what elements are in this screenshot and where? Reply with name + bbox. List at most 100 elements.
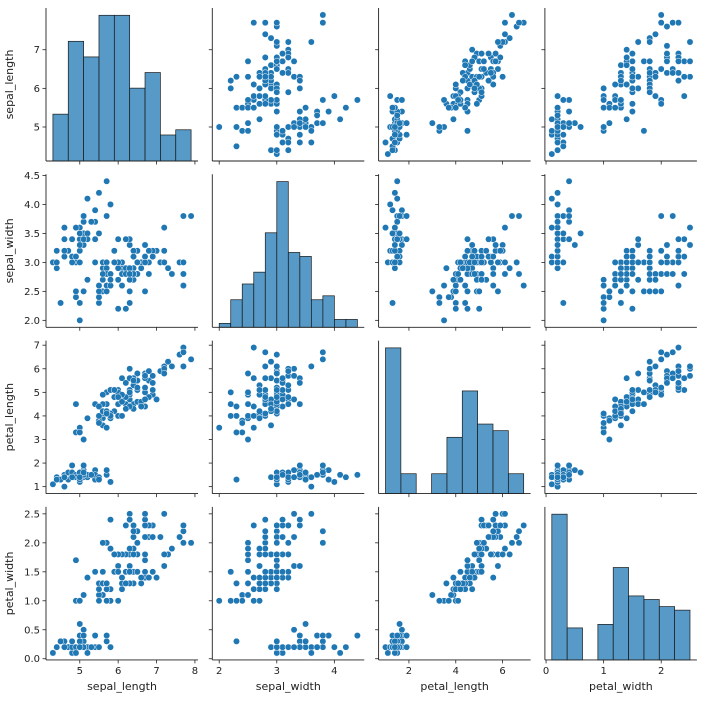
scatter-point xyxy=(651,276,659,284)
scatter-point xyxy=(600,419,608,427)
scatter-point xyxy=(256,579,263,587)
scatter-point xyxy=(68,258,76,266)
y-tick-label: 3.0 xyxy=(24,258,40,269)
scatter-point xyxy=(118,585,126,593)
scatter-point xyxy=(273,393,281,401)
panel: 1 2 3 4 5 6 7 xyxy=(34,340,198,498)
scatter-point xyxy=(307,473,315,481)
scatter-point xyxy=(60,247,68,255)
scatter-point xyxy=(279,395,286,403)
scatter-point xyxy=(457,258,464,266)
scatter-point xyxy=(494,65,502,73)
scatter-point xyxy=(107,282,114,290)
scatter-point xyxy=(646,270,654,278)
scatter-point xyxy=(313,632,321,640)
scatter-point xyxy=(577,469,585,476)
scatter-point xyxy=(84,195,91,203)
scatter-point xyxy=(284,400,292,408)
scatter-point xyxy=(454,96,462,104)
scatter-point xyxy=(76,428,84,436)
scatter-point xyxy=(330,478,338,486)
scatter-point xyxy=(548,195,556,203)
scatter-point xyxy=(464,127,471,135)
scatter-point xyxy=(233,142,240,150)
scatter-point xyxy=(554,235,562,243)
scatter-point xyxy=(273,108,281,115)
scatter-point xyxy=(452,81,460,88)
y-tick-label: 5 xyxy=(34,123,40,134)
scatter-point xyxy=(628,253,636,261)
scatter-point xyxy=(634,276,642,284)
scatter-point xyxy=(492,57,500,65)
scatter-point xyxy=(554,253,562,261)
scatter-point xyxy=(126,365,134,373)
scatter-point xyxy=(554,92,562,100)
scatter-point xyxy=(76,473,84,481)
scatter-point xyxy=(353,96,361,104)
scatter-point xyxy=(313,643,321,651)
scatter-point xyxy=(600,96,608,104)
histogram-bar xyxy=(98,14,115,162)
scatter-point xyxy=(617,421,625,429)
scatter-point xyxy=(137,574,145,582)
scatter-point xyxy=(279,516,286,524)
scatter-point xyxy=(605,293,613,301)
scatter-point xyxy=(95,282,103,290)
scatter-point xyxy=(279,643,286,651)
scatter-point xyxy=(76,597,84,605)
panel xyxy=(378,340,531,498)
scatter-point xyxy=(145,574,153,582)
scatter-point xyxy=(284,550,292,558)
scatter-point xyxy=(393,253,401,261)
scatter-point xyxy=(600,410,608,418)
scatter-point xyxy=(559,235,567,243)
x-tick-label: 8 xyxy=(192,666,198,677)
scatter-point xyxy=(554,111,562,119)
scatter-point xyxy=(393,632,401,640)
scatter-point xyxy=(256,386,263,394)
scatter-point xyxy=(145,270,153,278)
scatter-point xyxy=(663,379,671,387)
scatter-point xyxy=(273,65,281,73)
scatter-point xyxy=(554,258,562,266)
scatter-point xyxy=(559,123,567,131)
scatter-point xyxy=(617,96,625,104)
scatter-point xyxy=(261,539,269,547)
scatter-point xyxy=(548,258,556,266)
scatter-point xyxy=(461,104,469,112)
scatter-point xyxy=(87,643,95,651)
scatter-point xyxy=(267,96,275,104)
scatter-point xyxy=(273,370,281,377)
scatter-point xyxy=(130,533,137,541)
scatter-point xyxy=(302,476,310,484)
scatter-point xyxy=(103,410,111,418)
scatter-point xyxy=(302,115,310,123)
scatter-point xyxy=(628,50,636,58)
scatter-point xyxy=(261,54,269,61)
scatter-point xyxy=(141,568,149,576)
scatter-point xyxy=(506,264,514,272)
scatter-point xyxy=(84,276,91,284)
scatter-point xyxy=(513,533,521,541)
panel: 5 6 7 8 0.0 0.5 1.0 1.5 2.0 2.5 xyxy=(24,506,198,677)
scatter-point xyxy=(87,218,95,226)
scatter-point xyxy=(99,391,107,399)
scatter-point xyxy=(244,388,252,396)
scatter-point xyxy=(319,527,327,535)
y-tick-label: 0.5 xyxy=(24,625,40,636)
scatter-point xyxy=(577,123,585,131)
scatter-point xyxy=(628,108,636,115)
scatter-point xyxy=(284,69,292,77)
scatter-point xyxy=(623,46,631,54)
scatter-point xyxy=(559,142,567,150)
scatter-point xyxy=(273,146,281,154)
scatter-point xyxy=(628,84,636,92)
scatter-point xyxy=(391,123,399,131)
scatter-point xyxy=(548,127,556,135)
scatter-point xyxy=(565,218,573,226)
scatter-point xyxy=(508,212,516,220)
scatter-point xyxy=(559,473,567,481)
scatter-point xyxy=(107,270,114,278)
scatter-point xyxy=(386,92,394,100)
scatter-point xyxy=(515,270,523,278)
